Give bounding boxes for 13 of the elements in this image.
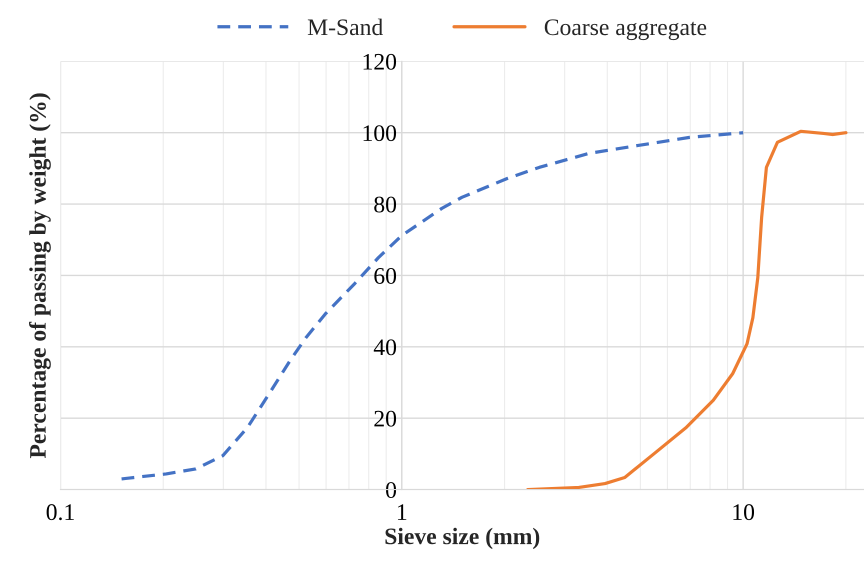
y-tick-label: 80 (374, 196, 396, 213)
x-axis-title: Sieve size (mm) (385, 528, 540, 550)
y-tick-label: 60 (374, 268, 396, 284)
x-tick-label: 10 (733, 504, 754, 520)
y-tick-label: 120 (364, 54, 396, 70)
legend-label: Coarse aggregate (544, 19, 706, 40)
legend-label: M-Sand (308, 18, 383, 36)
y-tick-label: 40 (374, 339, 396, 356)
y-tick-label: 100 (364, 125, 396, 142)
y-axis-title: Percentage of passing by weight (%) (29, 93, 51, 458)
x-tick-label: 1 (398, 504, 406, 520)
x-tick-label: 0.1 (46, 504, 74, 520)
y-tick-label: 20 (374, 410, 396, 427)
